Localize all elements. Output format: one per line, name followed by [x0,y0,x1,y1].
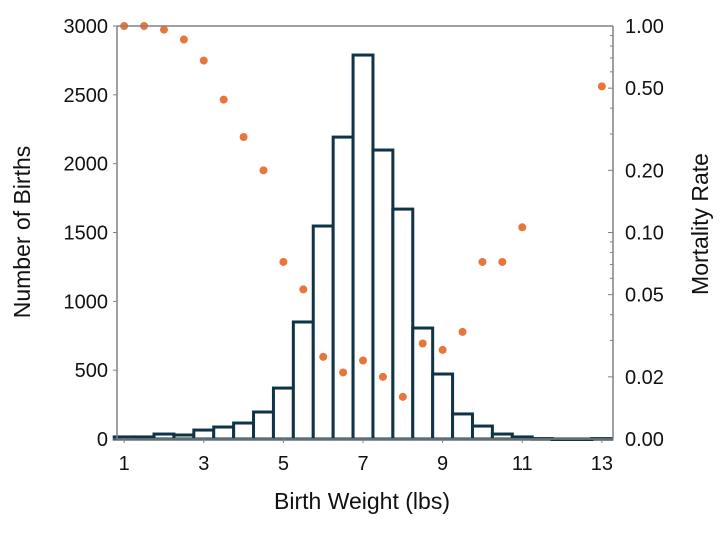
histogram-bar [351,53,375,441]
histogram-bar [311,224,335,441]
mortality-point [239,133,248,142]
histogram-bar [331,135,355,441]
histogram-bar [391,207,415,441]
mortality-point [179,35,188,44]
mortality-point [518,223,527,232]
y-tick-label: 2000 [64,154,109,176]
mortality-point [418,339,427,348]
histogram-bar [371,148,395,441]
y-tick-label: 500 [75,360,108,382]
x-tick-label: 9 [437,453,448,475]
histogram-bar [212,425,236,441]
histogram-bar [271,386,295,441]
mortality-point [458,327,467,336]
mortality-point [219,95,228,104]
mortality-point [199,56,208,65]
mortality-point [159,25,168,34]
axes: 0 500 1000 1500 2000 2500 3000 0.00 0.02 0.05 0.10… [64,16,664,475]
histogram-bars [112,53,614,441]
histogram-bar [470,424,494,441]
y-tick-label: 1000 [64,291,109,313]
mortality-point [359,356,368,365]
mortality-point [259,166,268,175]
y2-tick-label: 0.10 [625,223,664,245]
mortality-point [398,392,407,401]
x-axis-label: Birth Weight (lbs) [274,488,450,514]
histogram-bar [252,410,275,441]
y-tick-label: 2500 [64,85,109,107]
y2-axis-label: Mortality Rate [687,153,713,295]
y-tick-label: 3000 [64,16,109,38]
histogram-bar [451,412,474,441]
x-tick-label: 11 [512,453,533,475]
y2-tick-label: 0.02 [625,367,664,389]
mortality-point [319,352,328,361]
x-tick-label: 3 [198,453,209,475]
histogram-bar [431,372,455,441]
histogram-bar [232,421,256,441]
mortality-point [438,345,447,354]
y2-tick-label: 0.20 [625,160,664,182]
histogram-bar [192,428,216,441]
mortality-point [279,257,288,266]
mortality-point [299,285,308,294]
y2-tick-label: 0.00 [625,429,664,451]
mortality-point [478,257,487,266]
y-axis-label: Number of Births [9,146,35,319]
mortality-point [378,372,387,381]
x-tick-label: 13 [591,453,613,475]
x-tick-label: 5 [278,453,289,475]
y-tick-label: 0 [97,429,108,451]
y-tick-label: 1500 [64,223,109,245]
histogram-bar [291,320,315,441]
y2-tick-label: 0.05 [625,285,664,307]
mortality-point [498,257,507,266]
y2-tick-label: 1.00 [625,16,664,38]
mortality-points [120,22,606,401]
x-tick-label: 1 [119,453,130,475]
x-tick-label: 7 [357,453,368,475]
y2-tick-label: 0.50 [625,78,664,100]
mortality-point [597,82,606,91]
mortality-point [339,368,348,377]
